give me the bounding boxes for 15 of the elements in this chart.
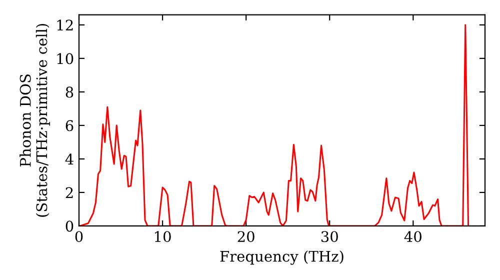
line-series [79, 24, 470, 226]
x-tick-label: 40 [404, 231, 422, 242]
y-tick-label: 2 [66, 187, 73, 198]
x-tick-label: 20 [238, 231, 254, 242]
y-tick-label: 4 [65, 154, 74, 164]
y-axis-title: Phonon DOS (States/THz·primitive cell) [20, 24, 50, 217]
y-tick-label: 0 [66, 220, 74, 232]
x-tick-label: 10 [155, 231, 171, 242]
x-tick-label: 30 [321, 231, 338, 242]
y-tick-label: 12 [57, 20, 73, 30]
y-tick-label: 10 [57, 53, 74, 64]
x-tick-label: 0 [75, 231, 83, 242]
y-tick-label: 6 [66, 120, 74, 132]
y-tick-label: 8 [66, 86, 74, 98]
x-axis-title: Frequency (THz) [220, 250, 344, 265]
